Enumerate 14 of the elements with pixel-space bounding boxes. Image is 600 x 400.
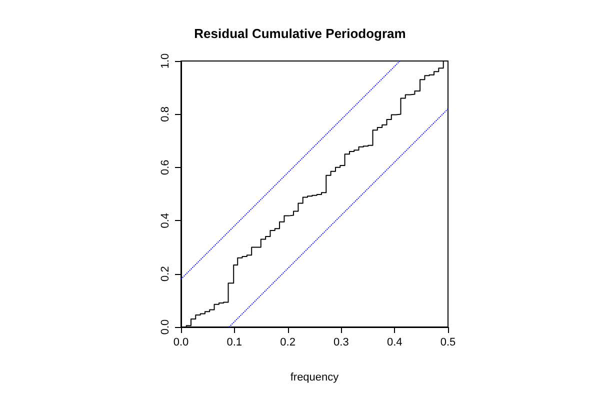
x-tick-label: 0.3 bbox=[334, 336, 349, 348]
chart-title: Residual Cumulative Periodogram bbox=[194, 26, 406, 41]
x-tick-label: 0.4 bbox=[386, 336, 402, 348]
y-tick-label: 0.4 bbox=[160, 212, 172, 228]
x-tick-label: 0.0 bbox=[173, 336, 189, 348]
x-tick-label: 0.1 bbox=[226, 336, 242, 348]
y-tick-label: 0.6 bbox=[160, 160, 172, 176]
y-tick-label: 0.8 bbox=[160, 106, 172, 122]
x-tick-label: 0.2 bbox=[280, 336, 296, 348]
y-tick-label: 1.0 bbox=[160, 53, 172, 69]
x-axis-title: frequency bbox=[290, 372, 340, 384]
y-tick-label: 0.0 bbox=[160, 319, 172, 335]
y-tick-label: 0.2 bbox=[160, 266, 172, 282]
x-tick-label: 0.5 bbox=[440, 336, 456, 348]
